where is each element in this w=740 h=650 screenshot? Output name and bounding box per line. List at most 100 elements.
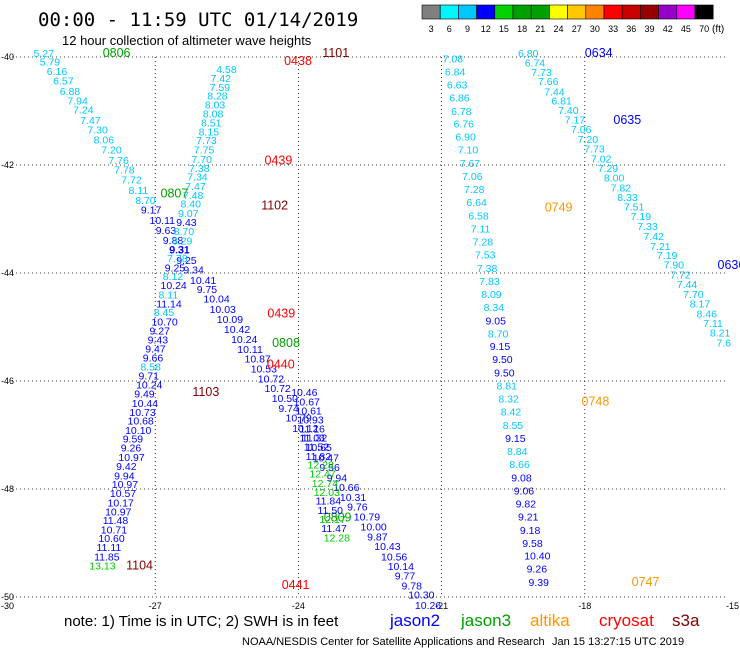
- wave-height-value: 7.24: [73, 105, 94, 117]
- y-tick-label: -40: [1, 52, 14, 62]
- colorbar-swatch: [567, 4, 587, 20]
- wave-height-value: 8.09: [481, 289, 502, 301]
- colorbar-swatch: [530, 4, 550, 20]
- pass-time-label: 0636: [718, 258, 740, 272]
- wave-height-labels: 5.275.796.166.576.887.947.247.477.308.06…: [34, 46, 740, 612]
- wave-height-value: 8.15: [199, 126, 220, 138]
- wave-height-value: 7.34: [187, 172, 208, 184]
- wave-height-value: 8.33: [617, 192, 638, 204]
- wave-height-value: 10.24: [136, 380, 162, 392]
- wave-height-value: 7.08: [443, 53, 464, 65]
- wave-height-value: 12.17: [319, 514, 345, 526]
- wave-height-value: 13.13: [89, 561, 115, 573]
- pass-time-label: 0438: [284, 54, 312, 68]
- wave-height-value: 11.14: [156, 299, 182, 311]
- wave-height-value: 10.65: [306, 442, 332, 454]
- wave-height-value: 10.71: [101, 524, 127, 536]
- wave-height-value: 7.47: [185, 181, 206, 193]
- wave-height-value: 7.6: [717, 337, 732, 349]
- wave-height-value: 7.42: [644, 231, 665, 243]
- wave-height-value: 7.44: [677, 279, 698, 291]
- wave-height-value: 7.72: [670, 269, 691, 281]
- wave-height-value: 9.50: [494, 368, 515, 380]
- wave-height-value: 10.97: [118, 452, 144, 464]
- wave-height-value: 9.49: [134, 389, 155, 401]
- wave-height-value: 7.73: [531, 67, 552, 79]
- wave-height-value: 7.78: [114, 165, 135, 177]
- wave-height-value: 9.42: [116, 461, 137, 473]
- wave-height-value: 9.87: [367, 531, 388, 543]
- colorbar-level: 21: [535, 24, 545, 34]
- wave-height-value: 7.59: [210, 82, 231, 94]
- wave-height-value: 10.57: [110, 488, 136, 500]
- wave-height-value: 7.29: [598, 163, 619, 175]
- chart-note: note: 1) Time is in UTC; 2) SWH is in fe…: [64, 613, 339, 630]
- wave-height-value: 11.03: [299, 433, 325, 445]
- wave-height-value: 11.47: [321, 523, 347, 535]
- wave-height-value: 7.20: [578, 134, 599, 146]
- wave-height-value: 7.75: [194, 145, 215, 157]
- wave-height-value: 10.93: [297, 415, 323, 427]
- x-tick-label: -27: [149, 601, 162, 611]
- wave-height-value: 9.82: [516, 498, 537, 510]
- wave-height-value: 10.66: [333, 482, 359, 494]
- wave-height-value: 9.47: [145, 343, 166, 355]
- wave-height-value: 9.31: [169, 245, 190, 257]
- pass-time-label: 0807: [161, 186, 189, 200]
- wave-height-value: 6.86: [449, 92, 470, 104]
- x-tick-label: -24: [292, 601, 305, 611]
- colorbar-level: 27: [572, 24, 582, 34]
- plot-area: [12, 56, 728, 598]
- wave-height-value: 10.24: [231, 334, 257, 346]
- colorbar-swatch: [658, 4, 678, 20]
- legend: jason2 jason3 altika cryosat s3a: [389, 611, 700, 630]
- wave-height-value: 8.06: [94, 134, 115, 146]
- wave-height-value: 11.50: [318, 505, 344, 517]
- x-tick-label: -21: [435, 601, 448, 611]
- wave-height-value: 7.72: [121, 174, 142, 186]
- wave-height-value: 6.90: [455, 132, 476, 144]
- wave-height-value: 9.75: [197, 284, 218, 296]
- pass-time-label: 0635: [613, 113, 641, 127]
- wave-height-value: 9.18: [520, 525, 541, 537]
- wave-height-value: 6.76: [454, 119, 475, 131]
- legend-entry: cryosat: [599, 611, 654, 630]
- wave-height-value: 6.84: [445, 66, 466, 78]
- wave-height-value: 10.72: [258, 374, 284, 386]
- wave-height-value: 12.03: [314, 487, 340, 499]
- colorbar-swatch: [476, 4, 496, 20]
- wave-height-value: 7.11: [471, 224, 491, 236]
- colorbar-level: 36: [626, 24, 636, 34]
- wave-height-value: 7.38: [477, 263, 498, 275]
- wave-height-value: 10.61: [296, 406, 322, 418]
- colorbar-level: 3: [429, 24, 434, 34]
- wave-height-value: 9.94: [327, 472, 348, 484]
- wave-height-value: 9.39: [529, 577, 550, 589]
- wave-height-value: 7.30: [87, 125, 108, 137]
- wave-height-value: 11.11: [97, 542, 122, 554]
- wave-height-value: 7.47: [80, 115, 101, 127]
- pass-time-label: 0747: [632, 575, 660, 589]
- wave-height-value: 8.08: [203, 109, 224, 121]
- y-tick-label: -46: [1, 376, 14, 386]
- footer-credit: NOAA/NESDIS Center for Satellite Applica…: [242, 636, 545, 648]
- colorbar: 3 6 9 12 15 18 21 24 27 30 33 36 39 42 45 70: [421, 4, 714, 34]
- colorbar-swatch: [549, 4, 568, 20]
- wave-height-value: 8.81: [497, 381, 518, 393]
- wave-height-value: 6.88: [60, 86, 81, 98]
- colorbar-level: 18: [517, 24, 527, 34]
- wave-height-value: 8.32: [498, 394, 519, 406]
- wave-height-value: 7.38: [189, 163, 210, 175]
- wave-height-value: 10.79: [286, 413, 312, 425]
- wave-height-value: 7.94: [67, 96, 88, 108]
- wave-height-value: 6.81: [551, 96, 572, 108]
- wave-height-value: 9.21: [518, 511, 539, 523]
- wave-height-value: 10.17: [108, 497, 134, 509]
- pass-time-label: 0749: [545, 200, 573, 214]
- wave-height-value: 11.52: [304, 442, 330, 454]
- wave-height-value: 9.94: [114, 470, 135, 482]
- wave-height-value: 8.21: [710, 328, 731, 340]
- colorbar-level: 15: [499, 24, 509, 34]
